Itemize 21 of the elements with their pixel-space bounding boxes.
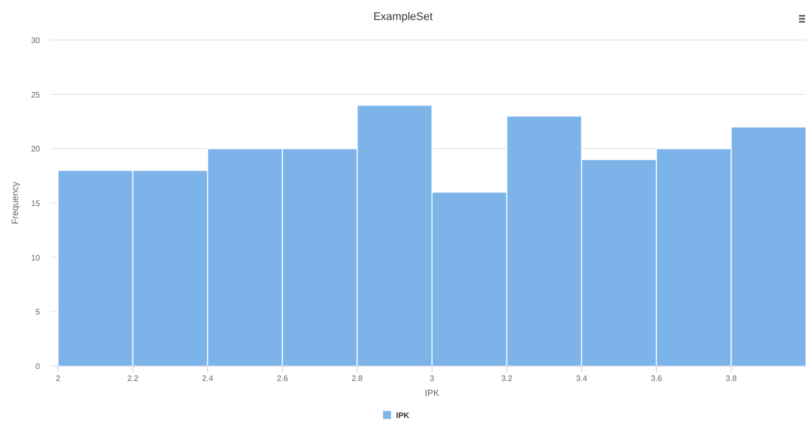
y-axis-title: Frequency [10,181,20,224]
x-tick-label: 2.4 [202,374,214,383]
x-tick-label: 2.2 [127,374,139,383]
x-tick-label: 2.6 [276,374,289,383]
y-tick-label: 5 [36,308,41,317]
x-tick-label: 2 [56,374,61,383]
y-tick-label: 30 [31,36,41,45]
y-tick-label: 0 [36,362,41,371]
text: IPK [396,411,410,420]
y-tick-label: 25 [31,90,41,100]
x-axis-title: IPK [424,388,440,398]
x-tick-label: 3.2 [501,374,513,383]
x-tick-label: 2.8 [352,374,364,383]
y-tick-label: 10 [31,253,41,262]
chart-title: ExampleSet [373,11,433,23]
y-tick-label: 15 [31,199,41,208]
y-tick-label: 20 [31,144,41,154]
x-tick-label: 3.8 [726,374,738,383]
x-tick-label: 3.4 [576,374,588,383]
x-tick-label: 3 [430,374,435,383]
x-tick-label: 3.6 [650,374,663,383]
